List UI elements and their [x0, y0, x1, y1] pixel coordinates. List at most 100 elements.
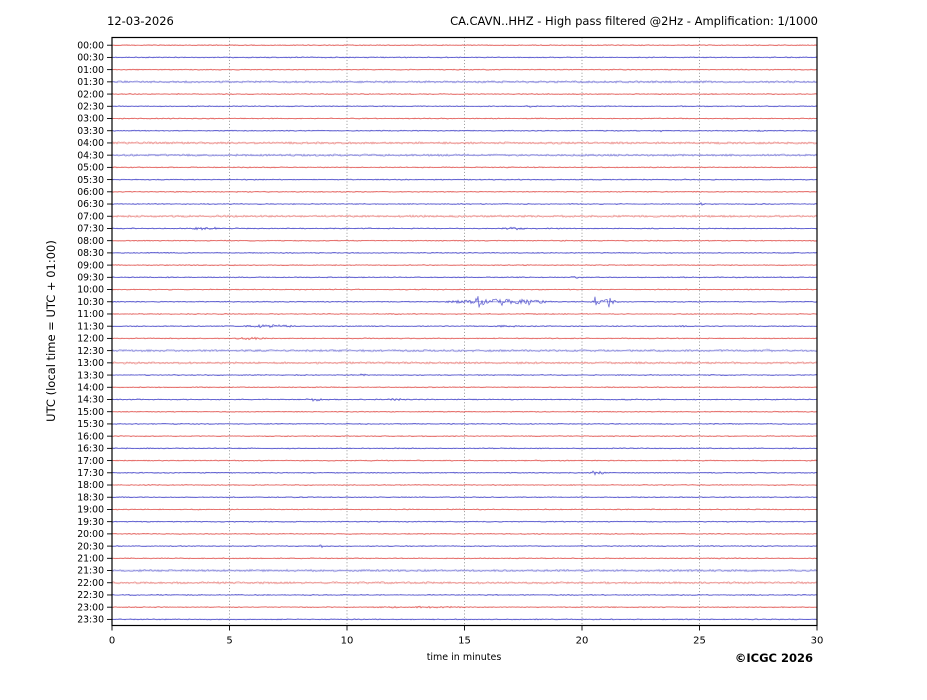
y-tick-label: 07:00: [77, 211, 104, 222]
x-tick-label: 25: [693, 636, 706, 647]
y-tick-label: 16:30: [77, 444, 104, 455]
trace-row: [111, 226, 818, 231]
y-tick-label: 22:00: [77, 578, 104, 589]
y-tick-label: 17:00: [77, 456, 104, 467]
trace-row: [111, 264, 818, 267]
y-tick-label: 05:00: [77, 163, 104, 174]
trace-row: [111, 508, 818, 511]
trace-row: [111, 166, 818, 169]
y-tick-label: 09:00: [77, 260, 104, 271]
y-tick-label: 14:00: [77, 382, 104, 393]
y-tick-label: 20:30: [77, 541, 104, 552]
y-tick-label: 18:30: [77, 492, 104, 503]
trace-row: [112, 484, 818, 487]
trace-row: [112, 618, 818, 621]
x-axis-label: time in minutes: [427, 652, 502, 663]
trace-row: [111, 190, 818, 193]
y-tick-label: 07:30: [77, 224, 104, 235]
y-tick-label: 08:30: [77, 248, 104, 259]
y-tick-label: 00:30: [77, 53, 104, 64]
trace-row: [111, 201, 818, 206]
trace-row: [111, 56, 818, 59]
y-tick-label: 23:30: [77, 615, 104, 626]
y-tick-label: 11:00: [77, 309, 104, 320]
y-tick-label: 00:00: [77, 40, 104, 51]
x-tick-label: 10: [341, 636, 354, 647]
trace-row: [112, 593, 818, 596]
plot-title: CA.CAVN..HHZ - High pass filtered @2Hz -…: [450, 14, 818, 28]
trace-row: [111, 296, 818, 308]
trace-row: [111, 140, 818, 146]
y-tick-label: 10:30: [77, 297, 104, 308]
trace-row: [111, 568, 818, 573]
trace-row: [111, 276, 818, 279]
trace-row: [111, 386, 818, 389]
y-tick-label: 02:00: [77, 89, 104, 100]
trace-row: [111, 93, 818, 96]
trace-row: [111, 79, 818, 84]
y-tick-label: 03:30: [77, 126, 104, 137]
trace-row: [111, 129, 818, 133]
trace-row: [111, 459, 818, 462]
trace-row: [111, 348, 818, 353]
trace-row: [111, 557, 818, 560]
x-tick-label: 30: [811, 636, 824, 647]
y-tick-label: 21:00: [77, 554, 104, 565]
y-tick-label: 06:30: [77, 199, 104, 210]
y-tick-label: 19:00: [77, 505, 104, 516]
y-tick-label: 10:00: [77, 285, 104, 296]
trace-row: [111, 447, 818, 450]
copyright: ©ICGC 2026: [735, 651, 813, 665]
y-tick-label: 19:30: [77, 517, 104, 528]
trace-row: [111, 323, 818, 329]
trace-row: [111, 470, 818, 476]
y-tick-label: 13:30: [77, 370, 104, 381]
trace-row: [111, 410, 818, 413]
trace-row: [111, 520, 818, 523]
trace-row: [111, 288, 817, 291]
y-tick-label: 02:30: [77, 101, 104, 112]
y-tick-label: 08:00: [77, 236, 104, 247]
x-tick-label: 5: [226, 636, 232, 647]
y-tick-label: 15:30: [77, 419, 104, 430]
trace-row: [112, 532, 818, 535]
trace-row: [111, 496, 817, 499]
trace-row: [111, 360, 818, 365]
y-tick-label: 15:00: [77, 407, 104, 418]
y-tick-label: 11:30: [77, 321, 104, 332]
trace-row: [111, 312, 818, 316]
y-tick-label: 18:00: [77, 480, 104, 491]
trace-row: [111, 104, 818, 108]
trace-row: [111, 580, 818, 585]
trace-row: [111, 153, 818, 158]
trace-row: [111, 239, 818, 242]
y-tick-label: 22:30: [77, 590, 104, 601]
y-tick-label: 23:00: [77, 602, 104, 613]
y-tick-label: 06:00: [77, 187, 104, 198]
trace-row: [111, 251, 818, 254]
y-tick-label: 09:30: [77, 273, 104, 284]
y-tick-label: 17:30: [77, 468, 104, 479]
y-tick-label: 16:00: [77, 431, 104, 442]
trace-row: [112, 435, 818, 438]
trace-row: [111, 117, 818, 120]
y-tick-label: 05:30: [77, 175, 104, 186]
y-tick-label: 01:00: [77, 65, 104, 76]
y-tick-label: 04:30: [77, 150, 104, 161]
y-tick-label: 12:30: [77, 346, 104, 357]
trace-row: [111, 397, 818, 402]
y-tick-label: 03:00: [77, 114, 104, 125]
trace-row: [111, 544, 817, 549]
x-tick-label: 0: [109, 636, 115, 647]
y-axis-label: UTC (local time = UTC + 01:00): [44, 240, 58, 422]
trace-row: [112, 336, 818, 341]
trace-row: [111, 605, 817, 609]
y-tick-label: 04:00: [77, 138, 104, 149]
y-tick-label: 01:30: [77, 77, 104, 88]
trace-row: [111, 178, 818, 181]
y-tick-label: 13:00: [77, 358, 104, 369]
trace-row: [111, 422, 818, 425]
